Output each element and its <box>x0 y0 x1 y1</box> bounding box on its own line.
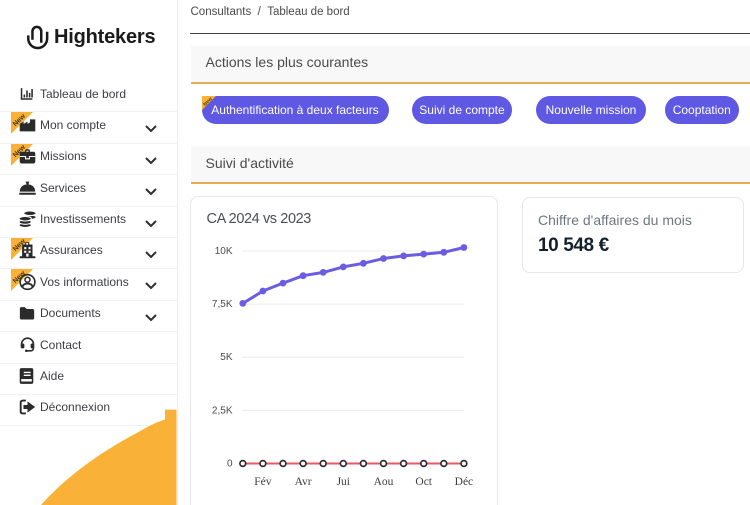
svg-text:Déc: Déc <box>454 476 473 488</box>
svg-text:10K: 10K <box>214 246 232 257</box>
svg-text:2,5K: 2,5K <box>211 405 232 416</box>
svg-text:Aou: Aou <box>373 476 393 488</box>
svg-text:7,5K: 7,5K <box>211 299 232 310</box>
svg-text:Avr: Avr <box>294 476 311 488</box>
svg-text:Oct: Oct <box>415 476 432 488</box>
svg-text:Fév: Fév <box>254 476 272 488</box>
svg-text:Jui: Jui <box>336 476 349 488</box>
svg-text:5K: 5K <box>220 352 233 363</box>
svg-text:0: 0 <box>226 459 232 470</box>
